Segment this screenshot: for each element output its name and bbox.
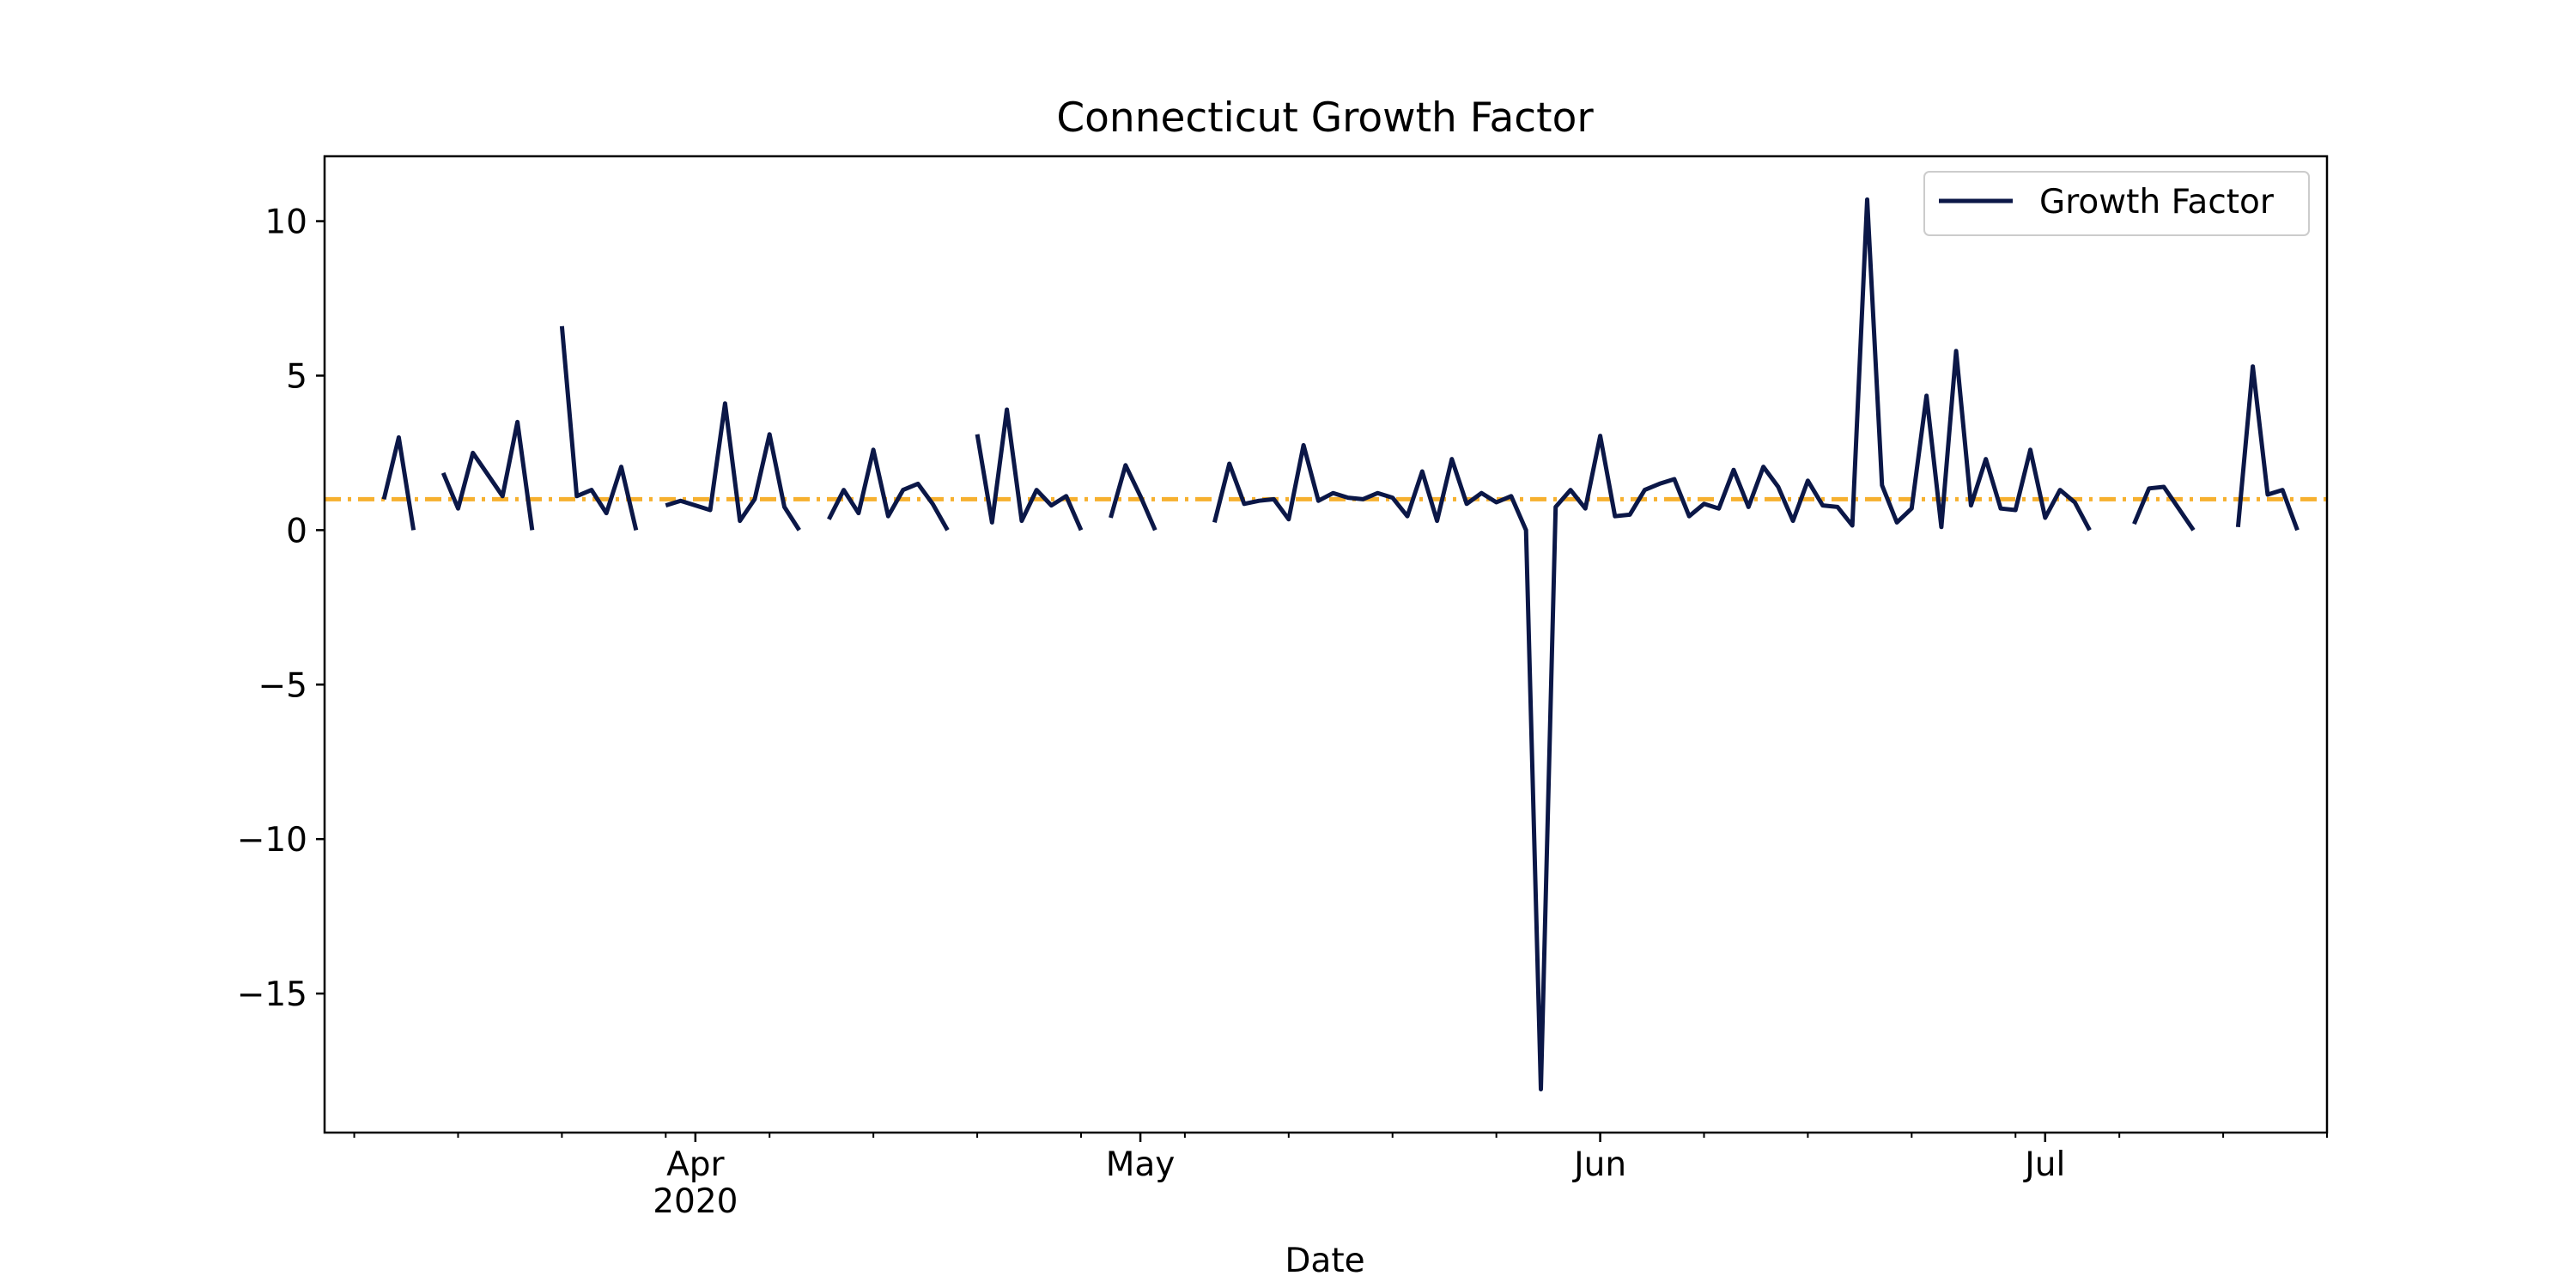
y-tick-label: 10 bbox=[264, 204, 307, 242]
growth-factor-line-segment-10 bbox=[2235, 364, 2300, 532]
x-tick-sublabel: 2020 bbox=[653, 1182, 738, 1221]
y-tick-label: 5 bbox=[286, 357, 307, 396]
legend-box bbox=[1923, 171, 2310, 236]
x-tick-label: May bbox=[1106, 1145, 1176, 1184]
growth-factor-line-segment-5 bbox=[827, 447, 950, 532]
growth-factor-line-segment-6 bbox=[975, 407, 1084, 532]
x-tick-label: Apr bbox=[666, 1145, 725, 1184]
chart-title: Connecticut Growth Factor bbox=[1056, 94, 1594, 142]
legend: Growth Factor bbox=[1923, 171, 2310, 236]
x-tick-label: Jul bbox=[2022, 1145, 2065, 1184]
y-axis: 10 5 0 −5 −10 −15 bbox=[237, 204, 325, 1014]
growth-factor-line-segment-8 bbox=[1212, 197, 2092, 1092]
y-tick-label: 0 bbox=[286, 512, 307, 550]
y-tick-label: −5 bbox=[258, 666, 308, 705]
plot-frame bbox=[323, 155, 2329, 1134]
y-tick-label: −15 bbox=[237, 975, 307, 1014]
x-tick-label: Jun bbox=[1571, 1145, 1626, 1184]
growth-factor-line-segment-7 bbox=[1109, 463, 1157, 532]
y-tick-label: −10 bbox=[237, 821, 307, 860]
growth-factor-line-segment-9 bbox=[2132, 484, 2196, 532]
plot-area bbox=[325, 197, 2327, 1092]
growth-factor-line-segment-2 bbox=[440, 419, 535, 531]
growth-factor-line-segment-3 bbox=[559, 325, 639, 531]
x-axis-title: Date bbox=[1285, 1242, 1364, 1280]
growth-factor-line-segment-1 bbox=[381, 434, 416, 531]
growth-factor-line-segment-4 bbox=[665, 401, 801, 532]
legend-label-growth-factor: Growth Factor bbox=[2039, 183, 2275, 222]
